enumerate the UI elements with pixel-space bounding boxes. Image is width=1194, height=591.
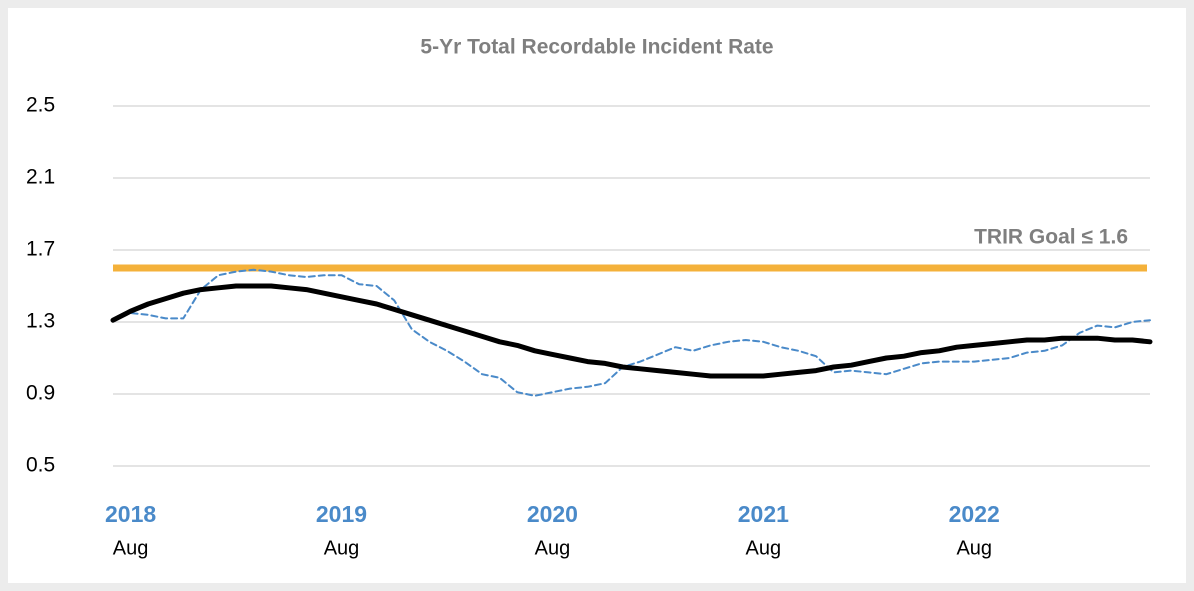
y-tick-label: 2.5	[26, 94, 55, 117]
x-year-label: 2021	[738, 501, 789, 527]
y-tick-label: 0.5	[26, 454, 55, 477]
x-year-label: 2019	[316, 501, 367, 527]
y-tick-label: 2.1	[26, 166, 55, 189]
x-tick-label: Aug	[113, 537, 149, 559]
y-tick-label: 0.9	[26, 382, 55, 405]
y-tick-label: 1.3	[26, 310, 55, 333]
x-tick-label: Aug	[535, 537, 571, 559]
y-tick-label: 1.7	[26, 238, 55, 261]
x-tick-label: Aug	[956, 537, 992, 559]
line-series	[112, 268, 1151, 397]
x-tick-label: Aug	[324, 537, 360, 559]
goal-label: TRIR Goal ≤ 1.6	[974, 226, 1128, 249]
line-series	[110, 283, 1153, 379]
x-year-label: 2022	[949, 501, 1000, 527]
x-year-label: 2020	[527, 501, 578, 527]
chart-title: 5-Yr Total Recordable Incident Rate	[420, 36, 773, 59]
x-year-label: 2018	[105, 501, 156, 527]
x-tick-label: Aug	[746, 537, 782, 559]
chart-panel	[8, 8, 1186, 583]
